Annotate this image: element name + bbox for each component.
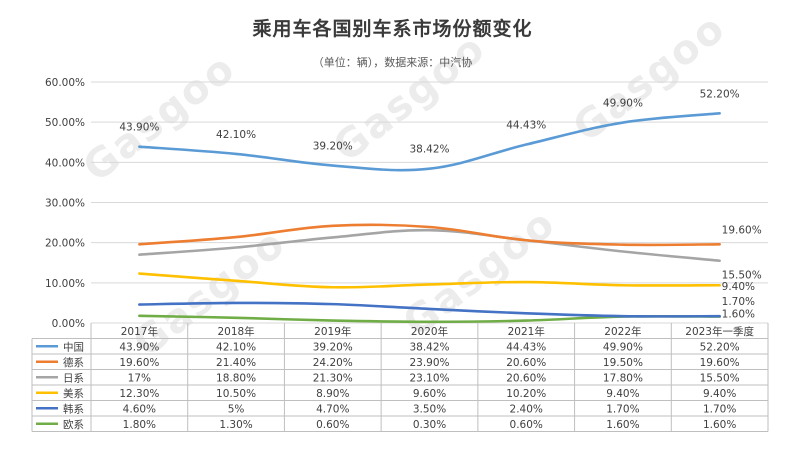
series-line <box>138 112 721 172</box>
data-label: 9.40% <box>722 281 755 293</box>
table-cell: 1.60% <box>703 419 736 431</box>
y-tick-label: 50.00% <box>45 117 85 129</box>
x-category-label: 2017年 <box>121 325 158 338</box>
table-cell: 9.60% <box>413 388 446 400</box>
table-cell: 21.40% <box>216 357 256 369</box>
data-label: 15.50% <box>722 270 762 282</box>
table-cell: 0.60% <box>316 419 349 431</box>
y-tick-label: 30.00% <box>45 198 85 210</box>
series-line <box>138 301 721 318</box>
table-cell: 49.90% <box>603 341 643 353</box>
table-cell: 4.70% <box>316 403 349 415</box>
table-cell: 19.50% <box>603 357 643 369</box>
y-tick-label: 0.00% <box>52 318 85 330</box>
table-cell: 1.60% <box>606 419 639 431</box>
table-cell: 43.90% <box>119 341 159 353</box>
y-tick-label: 10.00% <box>45 278 85 290</box>
y-tick-label: 20.00% <box>45 238 85 250</box>
series-line <box>138 272 721 289</box>
data-label: 38.42% <box>409 144 449 156</box>
data-label: 43.90% <box>119 122 159 134</box>
y-tick-label: 60.00% <box>45 77 85 89</box>
data-label: 44.43% <box>506 120 546 132</box>
table-cell: 19.60% <box>119 357 159 369</box>
x-category-label: 2021年 <box>508 325 545 338</box>
table-cell: 2.40% <box>510 403 543 415</box>
table-cell: 52.20% <box>700 341 740 353</box>
data-label: 39.20% <box>313 141 353 153</box>
data-label: 49.90% <box>603 98 643 110</box>
data-label: 1.70% <box>722 296 755 308</box>
table-cell: 4.60% <box>123 403 156 415</box>
table-cell: 10.50% <box>216 388 256 400</box>
legend-label: 欧系 <box>63 419 84 431</box>
table-cell: 9.40% <box>703 388 736 400</box>
table-cell: 0.30% <box>413 419 446 431</box>
chart-subtitle: （单位：辆），数据来源：中汽协 <box>312 56 473 69</box>
table-cell: 21.30% <box>313 372 353 384</box>
table-cell: 42.10% <box>216 341 256 353</box>
chart-title: 乘用车各国别车系市场份额变化 <box>252 18 533 40</box>
table-cell: 1.70% <box>606 403 639 415</box>
table-cell: 38.42% <box>409 341 449 353</box>
x-category-label: 2020年 <box>411 325 448 338</box>
table-cell: 3.50% <box>413 403 446 415</box>
table-cell: 5% <box>228 403 245 415</box>
x-category-label: 2023年一季度 <box>685 325 754 338</box>
table-cell: 17% <box>128 372 151 384</box>
table-cell: 18.80% <box>216 372 256 384</box>
data-label: 1.60% <box>722 309 755 321</box>
series-line <box>138 228 721 263</box>
y-tick-label: 40.00% <box>45 157 85 169</box>
table-cell: 20.60% <box>506 357 546 369</box>
table-cell: 10.20% <box>506 388 546 400</box>
data-label: 19.60% <box>722 224 762 236</box>
table-cell: 8.90% <box>316 388 349 400</box>
x-category-label: 2019年 <box>314 325 351 338</box>
table-cell: 15.50% <box>700 372 740 384</box>
legend-label: 韩系 <box>63 402 84 415</box>
data-label: 52.20% <box>700 88 740 100</box>
x-category-label: 2018年 <box>217 325 254 338</box>
table-cell: 24.20% <box>313 357 353 369</box>
table-cell: 0.60% <box>510 419 543 431</box>
table-cell: 20.60% <box>506 372 546 384</box>
table-cell: 1.70% <box>703 403 736 415</box>
table-cell: 12.30% <box>119 388 159 400</box>
data-label: 42.10% <box>216 129 256 141</box>
legend-label: 日系 <box>63 372 84 384</box>
legend-label: 德系 <box>63 356 84 369</box>
table-cell: 19.60% <box>700 357 740 369</box>
table-cell: 39.20% <box>313 341 353 353</box>
table-cell: 1.30% <box>219 419 252 431</box>
table-cell: 23.10% <box>409 372 449 384</box>
table-cell: 17.80% <box>603 372 643 384</box>
table-cell: 9.40% <box>606 388 639 400</box>
x-category-label: 2022年 <box>604 325 641 338</box>
table-cell: 44.43% <box>506 341 546 353</box>
table-cell: 1.80% <box>123 419 156 431</box>
legend-label: 美系 <box>63 387 84 400</box>
series-line <box>138 223 721 247</box>
legend-label: 中国 <box>63 340 84 353</box>
table-cell: 23.90% <box>409 357 449 369</box>
